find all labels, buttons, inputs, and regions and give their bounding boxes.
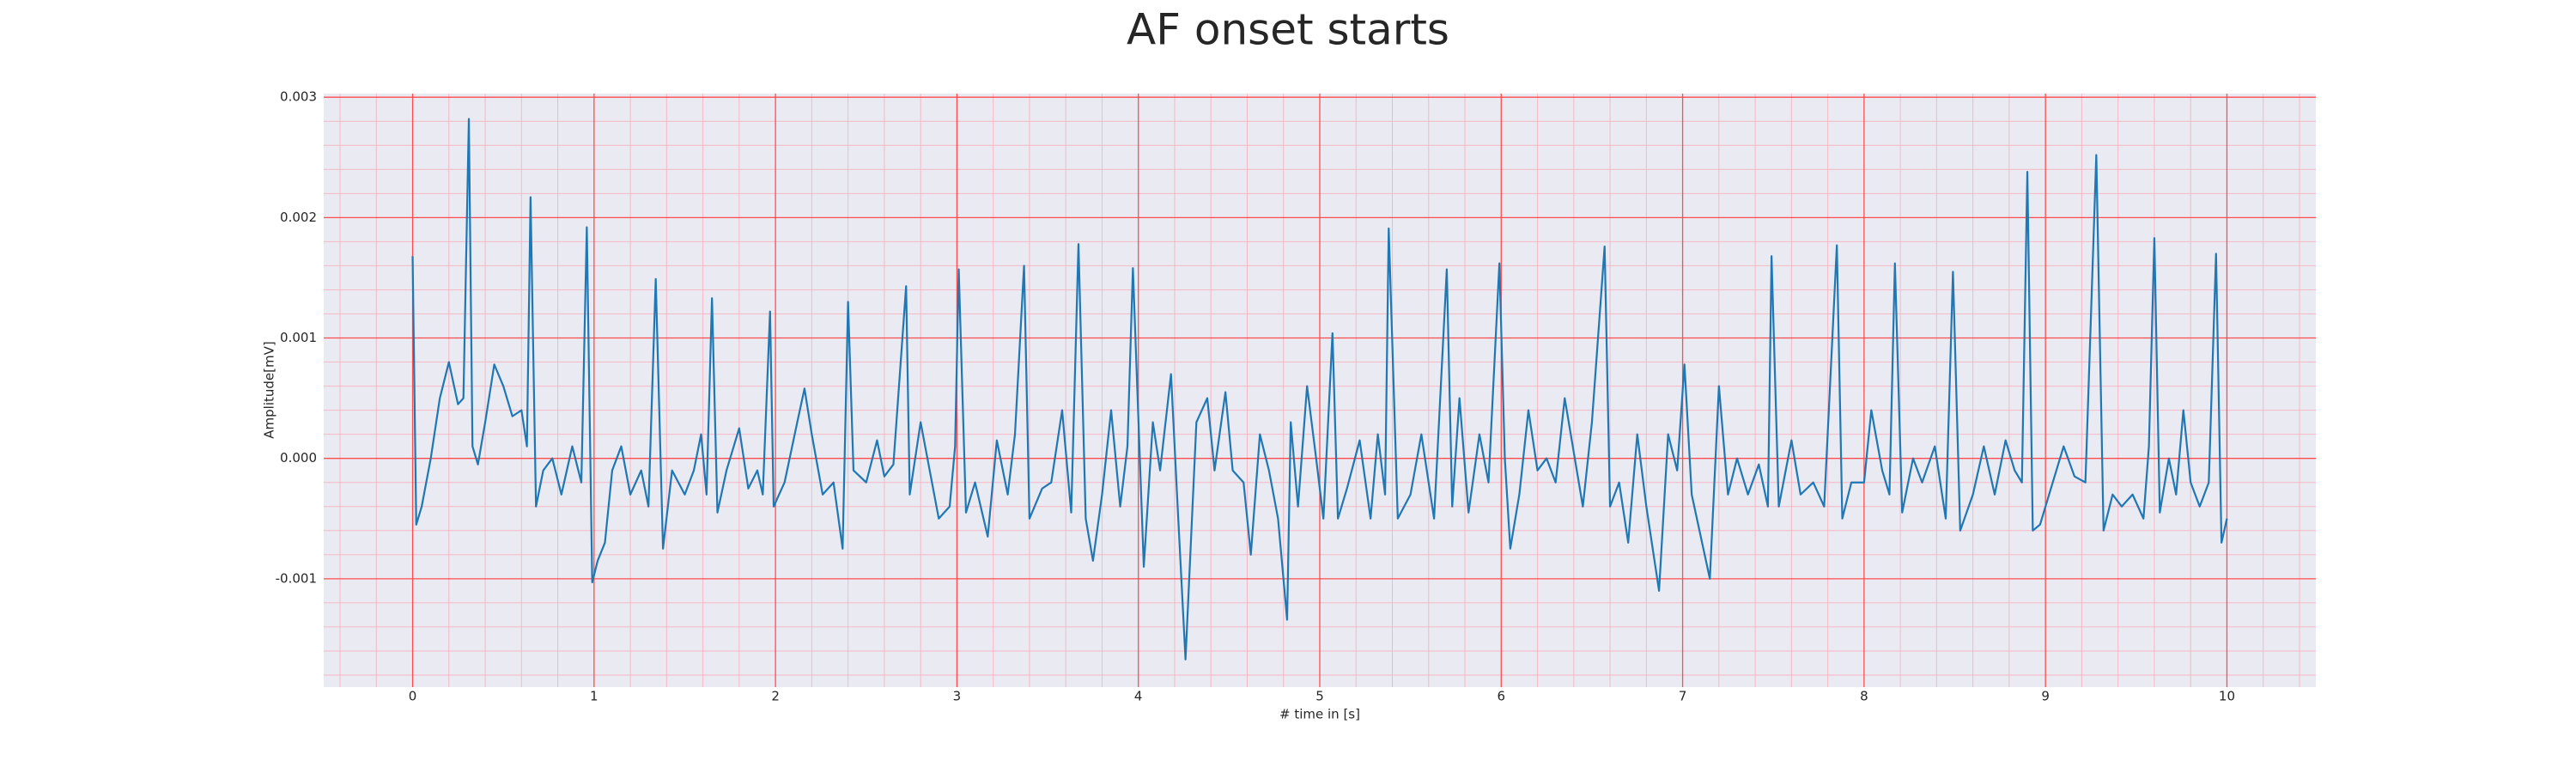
x-tick-label: 1 xyxy=(590,689,598,704)
y-tick-label: 0.003 xyxy=(280,89,317,105)
y-tick-label: 0.002 xyxy=(280,210,317,225)
x-tick-label: 4 xyxy=(1134,689,1143,704)
ecg-line xyxy=(411,118,2228,660)
x-tick-label: 10 xyxy=(2219,689,2235,704)
x-tick-label: 8 xyxy=(1860,689,1868,704)
y-tick-label: 0.001 xyxy=(280,330,317,345)
x-axis-label: # time in [s] xyxy=(1279,707,1360,722)
y-tick-label: 0.000 xyxy=(280,450,317,466)
x-tick-label: 5 xyxy=(1315,689,1324,704)
x-tick-label: 6 xyxy=(1498,689,1506,704)
x-tick-label: 0 xyxy=(409,689,417,704)
x-tick-label: 7 xyxy=(1679,689,1687,704)
chart-title: AF onset starts xyxy=(1127,5,1449,55)
x-tick-label: 2 xyxy=(771,689,780,704)
x-tick-label: 3 xyxy=(953,689,962,704)
y-tick-label: -0.001 xyxy=(276,570,317,586)
y-axis-label: Amplitude[mV] xyxy=(262,341,277,438)
x-tick-label: 9 xyxy=(2041,689,2050,704)
